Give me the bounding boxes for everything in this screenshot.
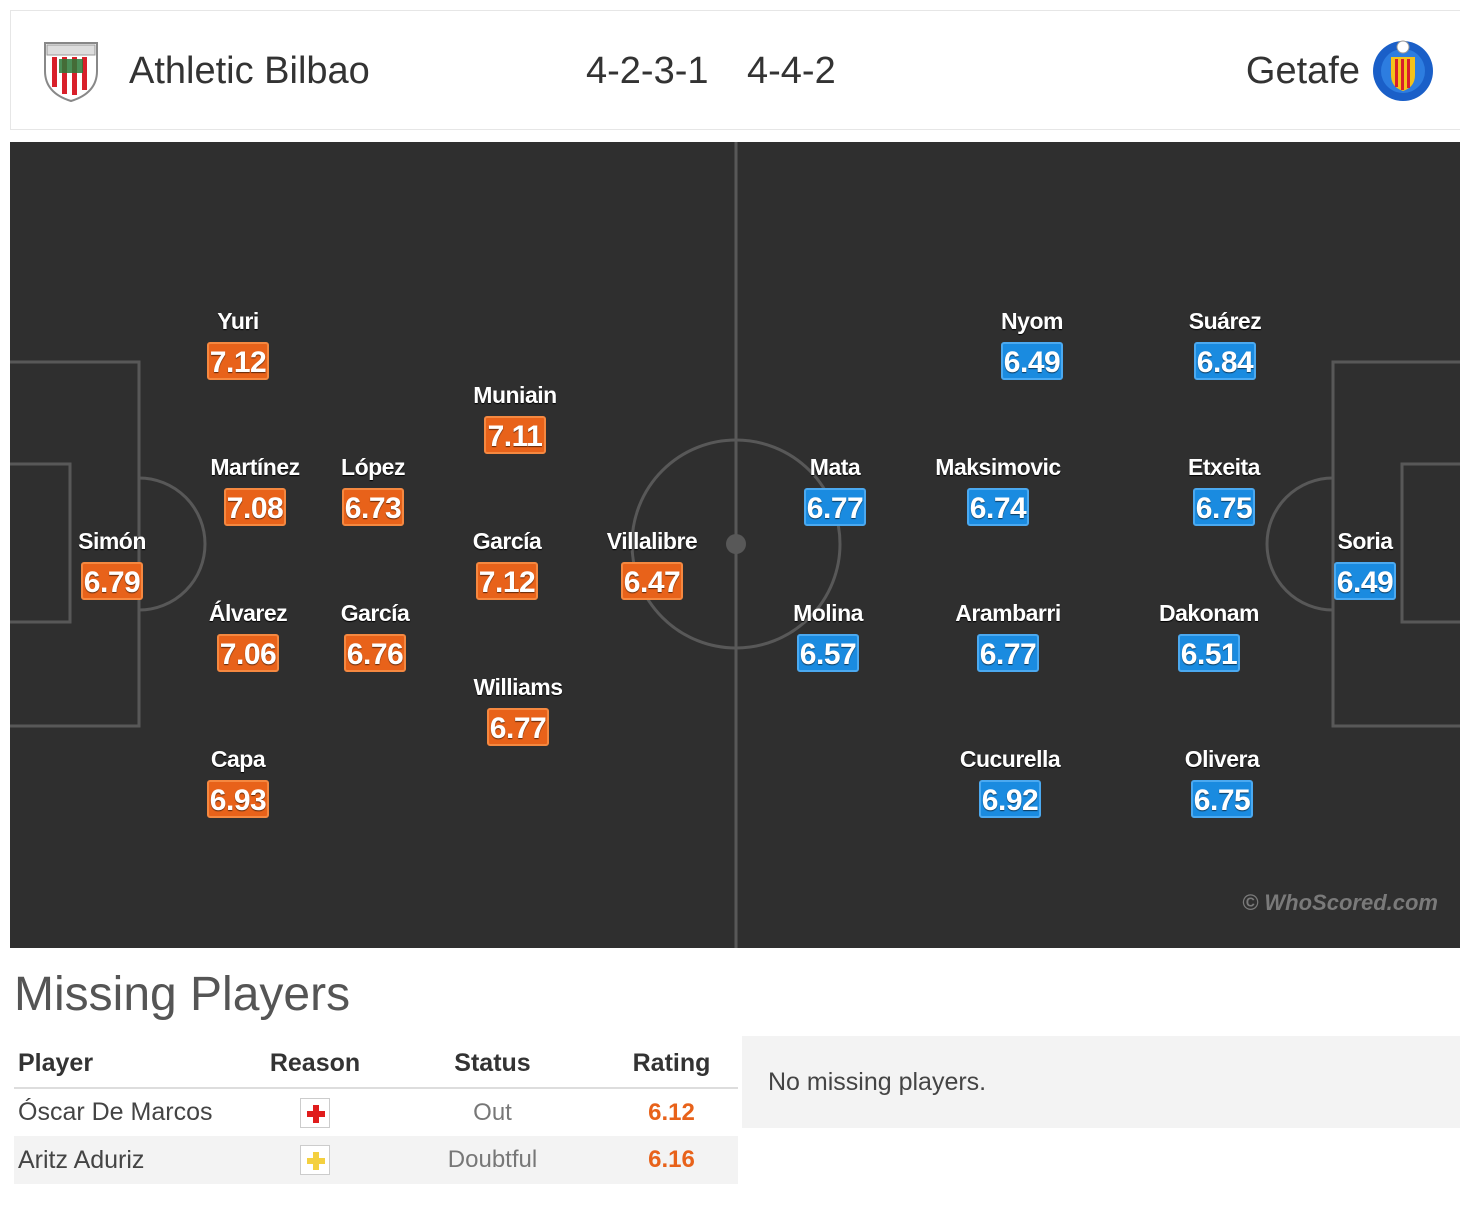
player-away-cm-1[interactable]: Maksimovic 6.74 [923, 454, 1073, 526]
player-name: Maksimovic [935, 454, 1061, 480]
player-rating: 6.49 [1001, 342, 1063, 380]
away-missing-message: No missing players. [742, 1036, 1460, 1128]
away-team-name[interactable]: Getafe [1245, 50, 1360, 92]
player-home-rb[interactable]: Capa 6.93 [163, 746, 313, 818]
player-name: Álvarez [208, 600, 288, 626]
player-home-am[interactable]: García 7.12 [432, 528, 582, 600]
header-reason: Reason [250, 1040, 380, 1089]
player-name: Capa [210, 746, 266, 772]
player-rating: 6.77 [804, 488, 866, 526]
player-away-rb[interactable]: Olivera 6.75 [1147, 746, 1297, 818]
player-away-lb[interactable]: Suárez 6.84 [1150, 308, 1300, 380]
player-name: Olivera [1184, 746, 1260, 772]
player-rating: 6.92 [979, 780, 1041, 818]
missing-players-title: Missing Players [14, 968, 351, 1021]
home-formation: 4-2-3-1 [586, 50, 709, 92]
player-rating: 7.08 [224, 488, 286, 526]
missing-players-table: Player Reason Status Rating Óscar De Mar… [14, 1040, 738, 1184]
player-name: Etxeita [1188, 454, 1260, 480]
player-home-dm-2[interactable]: García 6.76 [300, 600, 450, 672]
player-rating: 6.77 [977, 634, 1039, 672]
player-rating: 6.74 [967, 488, 1029, 526]
missing-rating: 6.12 [648, 1098, 695, 1126]
away-formation: 4-4-2 [747, 50, 836, 92]
player-name: Arambarri [955, 600, 1061, 626]
injury-red-cross-icon[interactable] [300, 1097, 330, 1128]
table-row: Aritz Aduriz Doubtful 6.16 [14, 1136, 738, 1184]
player-rating: 7.12 [476, 562, 538, 600]
header-rating: Rating [605, 1040, 738, 1089]
player-name: García [472, 528, 542, 554]
injury-yellow-cross-icon[interactable] [300, 1145, 330, 1176]
player-name: Martínez [210, 454, 300, 480]
player-rating: 6.57 [797, 634, 859, 672]
missing-status: Out [473, 1098, 512, 1126]
watermark: © WhoScored.com [1242, 890, 1438, 915]
player-rating: 6.75 [1191, 780, 1253, 818]
home-team-name[interactable]: Athletic Bilbao [129, 50, 370, 92]
player-rating: 6.51 [1178, 634, 1240, 672]
player-home-dm-1[interactable]: López 6.73 [298, 454, 448, 526]
player-rating: 6.93 [207, 780, 269, 818]
player-rating: 7.11 [484, 416, 546, 454]
player-rating: 6.49 [1334, 562, 1396, 600]
player-rating: 6.73 [342, 488, 404, 526]
player-rating: 7.12 [207, 342, 269, 380]
player-home-lcb[interactable]: Martínez 7.08 [180, 454, 330, 526]
missing-status: Doubtful [380, 1136, 605, 1184]
player-away-st-1[interactable]: Mata 6.77 [760, 454, 910, 526]
player-name: Cucurella [959, 746, 1061, 772]
table-row: Óscar De Marcos Out 6.12 [14, 1088, 738, 1136]
player-name: Muniain [473, 382, 557, 408]
player-home-rcb[interactable]: Álvarez 7.06 [173, 600, 323, 672]
pitch-markings [10, 142, 1460, 948]
player-away-lm[interactable]: Nyom 6.49 [957, 308, 1107, 380]
player-name: Simón [78, 528, 146, 554]
missing-player-name[interactable]: Óscar De Marcos [18, 1098, 213, 1126]
player-home-lm[interactable]: Muniain 7.11 [440, 382, 590, 454]
athletic-bilbao-crest-icon[interactable] [41, 37, 101, 103]
player-away-rcb[interactable]: Dakonam 6.51 [1134, 600, 1284, 672]
player-name: Nyom [1001, 308, 1063, 334]
player-name: Molina [793, 600, 863, 626]
player-name: García [340, 600, 410, 626]
missing-player-name[interactable]: Aritz Aduriz [14, 1136, 250, 1184]
player-rating: 7.06 [217, 634, 279, 672]
player-name: Villalibre [606, 528, 698, 554]
reason-cell [250, 1088, 380, 1136]
player-home-gk[interactable]: Simón 6.79 [37, 528, 187, 600]
player-rating: 6.77 [487, 708, 549, 746]
player-name: Soria [1337, 528, 1393, 554]
player-away-lcb[interactable]: Etxeita 6.75 [1149, 454, 1299, 526]
player-rating: 6.76 [344, 634, 406, 672]
player-rating: 6.75 [1193, 488, 1255, 526]
header-status: Status [380, 1040, 605, 1089]
player-home-lb[interactable]: Yuri 7.12 [163, 308, 313, 380]
getafe-crest-icon[interactable] [1371, 39, 1435, 103]
player-name: Williams [473, 674, 563, 700]
player-name: López [341, 454, 405, 480]
player-away-st-2[interactable]: Molina 6.57 [753, 600, 903, 672]
match-header: Athletic Bilbao 4-2-3-1 4-4-2 Getafe [10, 10, 1460, 130]
player-home-st[interactable]: Villalibre 6.47 [577, 528, 727, 600]
header-player: Player [14, 1040, 250, 1089]
player-rating: 6.47 [621, 562, 683, 600]
reason-cell [250, 1136, 380, 1184]
player-name: Mata [809, 454, 861, 480]
player-rating: 6.79 [81, 562, 143, 600]
player-away-cm-2[interactable]: Arambarri 6.77 [933, 600, 1083, 672]
missing-rating: 6.16 [605, 1136, 738, 1184]
player-name: Yuri [217, 308, 259, 334]
player-name: Suárez [1188, 308, 1262, 334]
player-name: Dakonam [1158, 600, 1260, 626]
pitch: Simón 6.79 Yuri 7.12 Martínez 7.08 Álvar… [10, 142, 1460, 948]
player-home-rm[interactable]: Williams 6.77 [443, 674, 593, 746]
player-rating: 6.84 [1194, 342, 1256, 380]
player-away-gk[interactable]: Soria 6.49 [1290, 528, 1440, 600]
player-away-rm[interactable]: Cucurella 6.92 [935, 746, 1085, 818]
